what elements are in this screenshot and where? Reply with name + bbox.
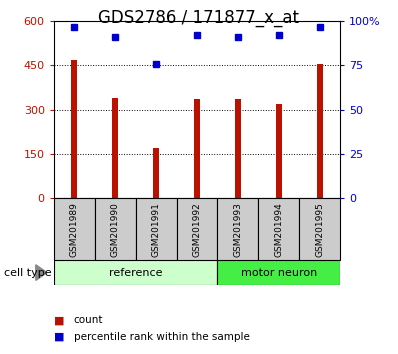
Bar (95, 198, 136, 260)
Bar (299, 198, 340, 260)
Text: ■: ■ (54, 332, 64, 342)
Bar (112, 98, 118, 198)
Bar (54, 260, 217, 285)
Text: GSM201993: GSM201993 (234, 202, 242, 257)
Bar (136, 198, 177, 260)
Text: GSM201994: GSM201994 (274, 202, 283, 257)
Bar (235, 98, 241, 198)
Bar (217, 260, 340, 285)
Text: GSM201991: GSM201991 (152, 202, 160, 257)
Text: count: count (74, 315, 103, 325)
Text: cell type: cell type (4, 268, 52, 278)
Text: GDS2786 / 171877_x_at: GDS2786 / 171877_x_at (98, 9, 300, 27)
Bar (217, 198, 258, 260)
Bar (177, 198, 217, 260)
Text: GSM201989: GSM201989 (70, 202, 79, 257)
Bar (194, 98, 200, 198)
Bar (317, 64, 323, 198)
Text: percentile rank within the sample: percentile rank within the sample (74, 332, 250, 342)
Text: GSM201995: GSM201995 (315, 202, 324, 257)
Bar (153, 148, 159, 198)
Bar (276, 104, 282, 198)
Bar (71, 59, 77, 198)
Bar (258, 198, 299, 260)
Text: GSM201990: GSM201990 (111, 202, 120, 257)
Bar (54, 198, 95, 260)
Text: ■: ■ (54, 315, 64, 325)
Text: GSM201992: GSM201992 (193, 202, 201, 257)
Text: motor neuron: motor neuron (241, 268, 317, 278)
Text: reference: reference (109, 268, 162, 278)
